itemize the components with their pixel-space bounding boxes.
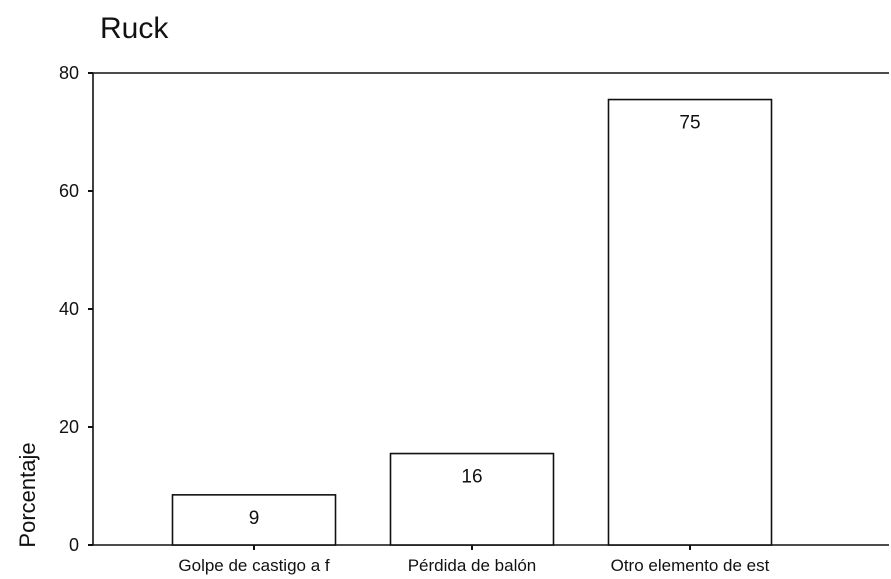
data-label: 9 (249, 508, 260, 529)
y-tick-label: 60 (59, 181, 79, 201)
chart-title: Ruck (100, 12, 169, 45)
y-tick-label: 0 (69, 535, 79, 555)
x-tick-label: Pérdida de balón (408, 556, 537, 575)
y-axis-label: Porcentaje (15, 442, 40, 547)
data-label: 75 (679, 113, 700, 134)
plot-area: 0 20 40 60 80 Golpe de castigo a f 9 Pérdida de… (59, 63, 889, 575)
y-tick-label: 80 (59, 63, 79, 83)
y-tick-label: 40 (59, 299, 79, 319)
y-tick-label: 20 (59, 417, 79, 437)
bar (171, 494, 337, 546)
x-tick-label: Otro elemento de est (611, 556, 770, 575)
data-label: 16 (461, 467, 482, 488)
x-tick-label: Golpe de castigo a f (178, 556, 329, 575)
bar (607, 98, 773, 546)
